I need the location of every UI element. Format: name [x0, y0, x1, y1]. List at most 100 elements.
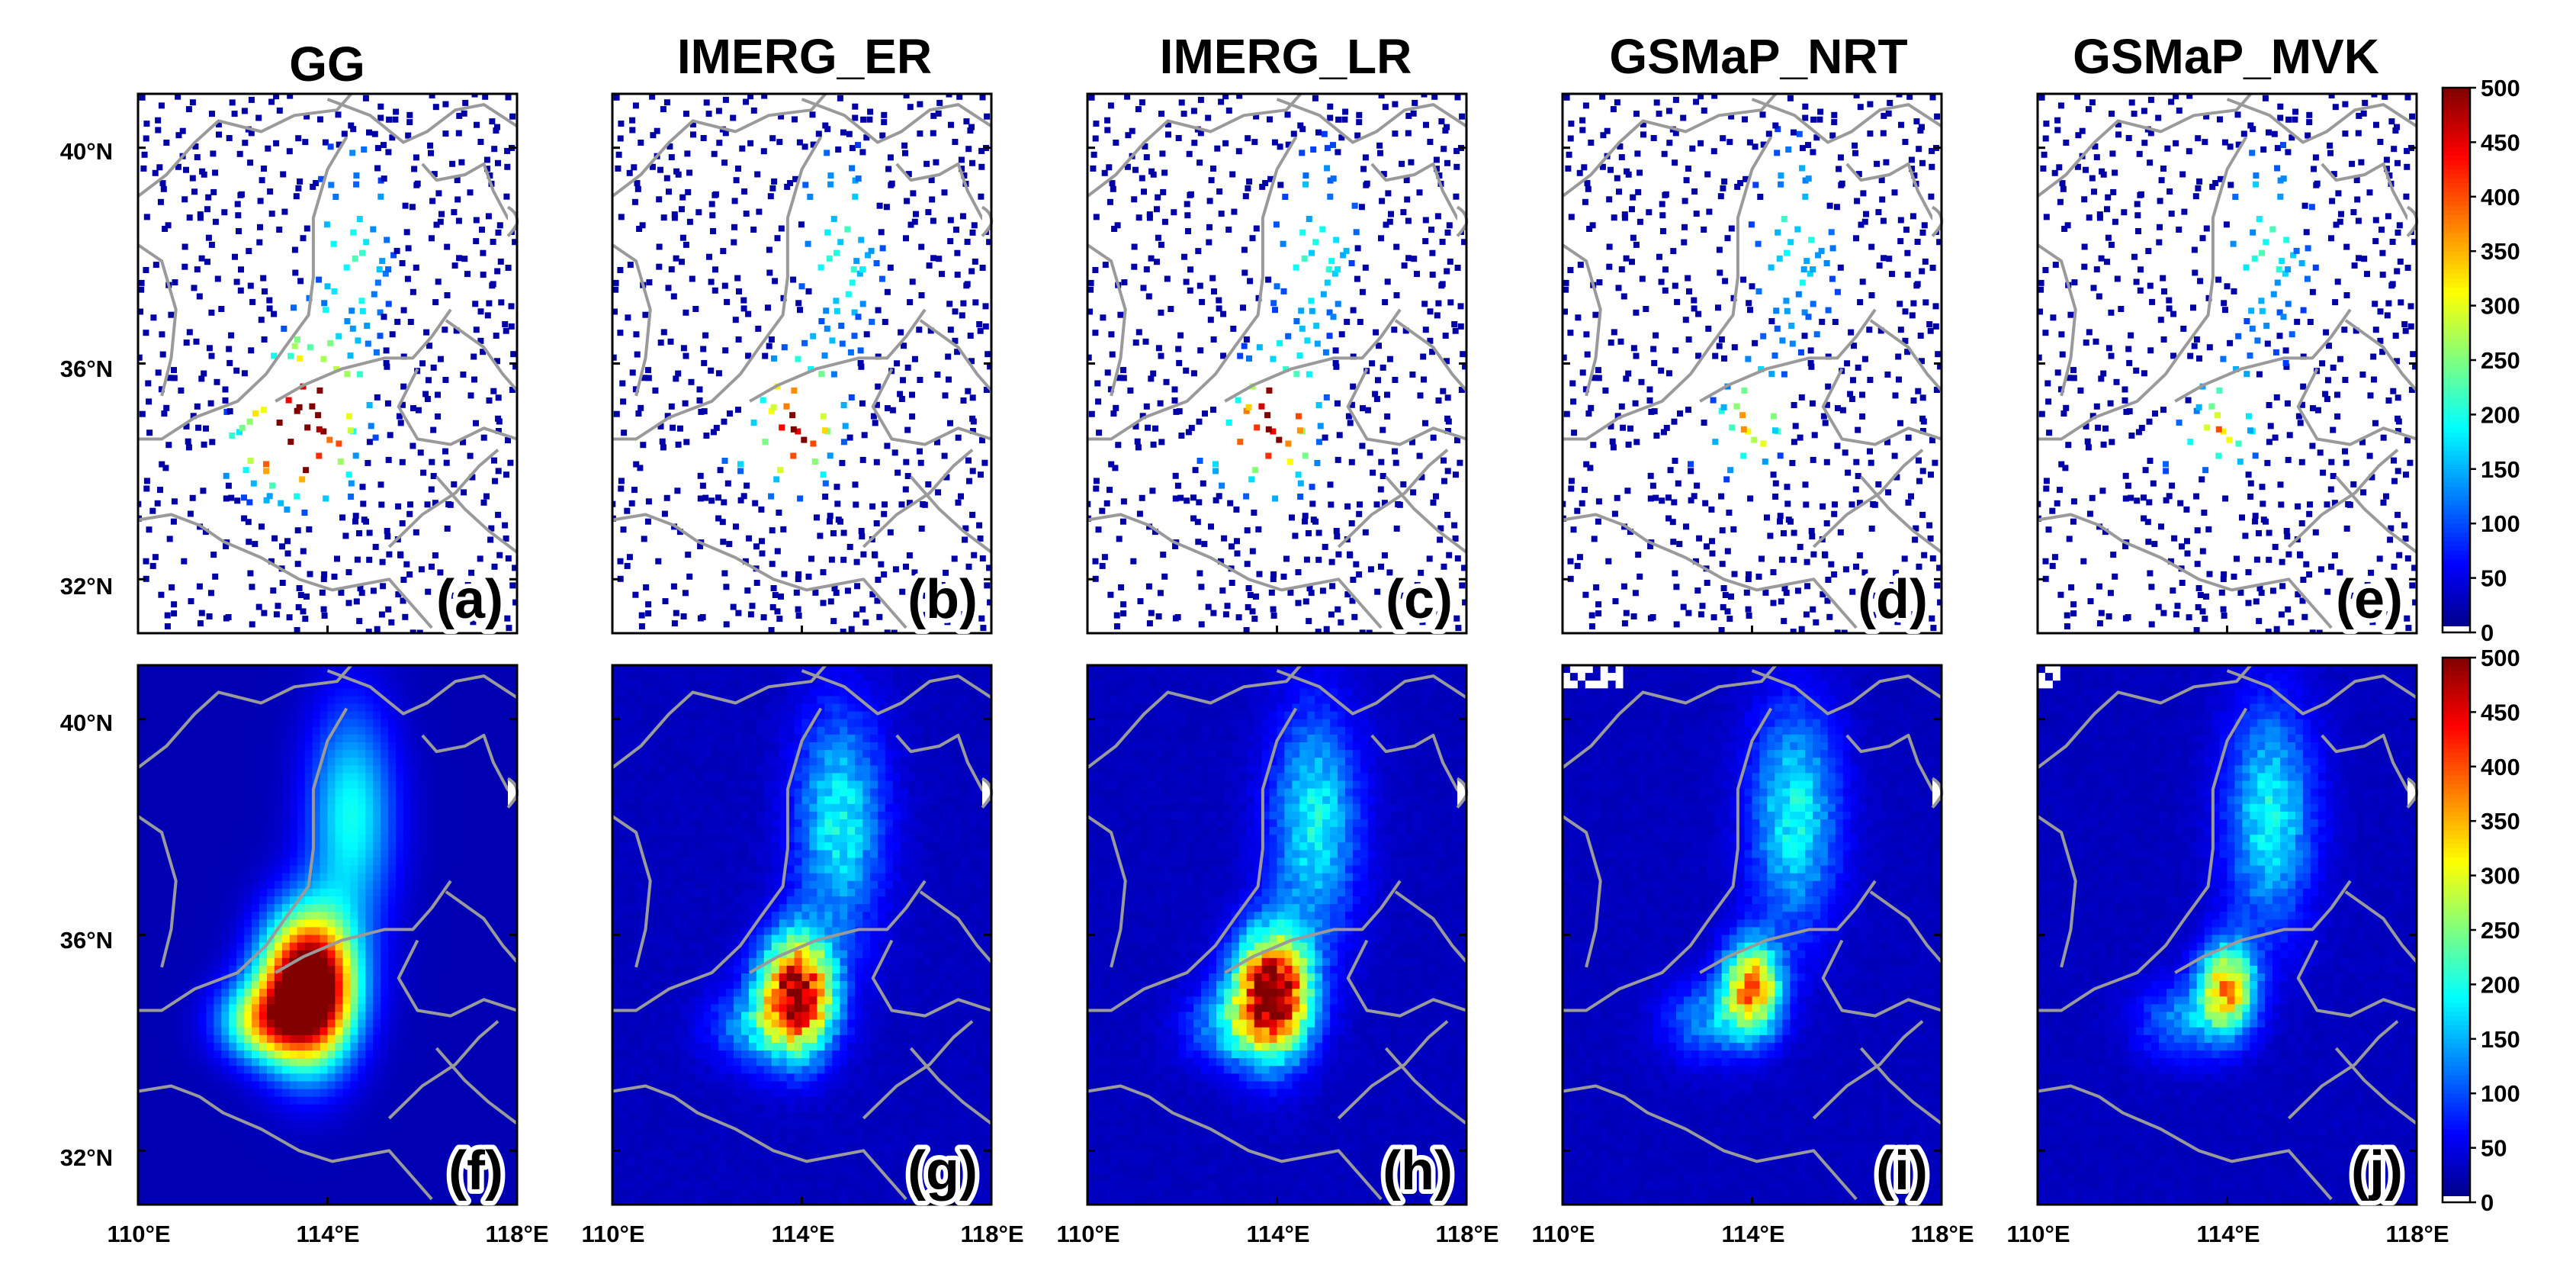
station-point — [955, 434, 962, 441]
grid-cell — [267, 1181, 275, 1190]
grid-cell — [471, 742, 480, 751]
grid-cell — [304, 935, 313, 944]
grid-cell — [320, 1150, 329, 1159]
station-point — [294, 627, 300, 633]
grid-cell — [426, 773, 435, 782]
grid-cell — [433, 857, 442, 867]
grid-cell — [191, 1128, 200, 1136]
station-point — [840, 556, 847, 563]
grid-cell — [418, 1104, 427, 1113]
station-point — [223, 495, 230, 502]
grid-cell — [229, 1034, 237, 1044]
station-point — [629, 127, 636, 134]
grid-cell — [418, 981, 427, 989]
station-point — [226, 359, 233, 366]
province-border — [445, 890, 519, 964]
grid-cell — [396, 811, 404, 820]
grid-cell — [448, 819, 457, 828]
grid-cell — [335, 1181, 343, 1190]
grid-cell — [373, 957, 381, 967]
grid-cell — [304, 688, 313, 697]
station-point — [982, 303, 989, 310]
grid-cell — [433, 950, 442, 959]
grid-cell — [267, 1019, 275, 1028]
grid-cell — [244, 726, 252, 735]
grid-cell — [289, 688, 298, 697]
grid-cell — [327, 996, 336, 1005]
station-point — [954, 272, 961, 278]
grid-cell — [183, 950, 192, 959]
grid-cell — [297, 888, 306, 897]
station-point — [955, 499, 962, 506]
grid-cell — [487, 765, 495, 774]
grid-cell — [410, 680, 419, 689]
station-point — [487, 536, 494, 543]
station-point — [241, 515, 248, 522]
grid-cell — [418, 880, 427, 890]
grid-cell — [267, 981, 275, 989]
station-point — [477, 337, 484, 344]
station-point — [745, 352, 752, 359]
grid-cell — [312, 796, 321, 805]
grid-cell — [381, 1012, 389, 1021]
grid-cell — [456, 811, 464, 820]
station-point — [683, 439, 690, 446]
grid-cell — [335, 1073, 343, 1082]
grid-cell — [267, 758, 275, 766]
province-border — [871, 368, 992, 446]
station-point — [159, 461, 165, 468]
grid-cell — [281, 673, 291, 681]
grid-cell — [464, 1173, 472, 1182]
grid-cell — [448, 1181, 457, 1190]
station-point — [943, 569, 949, 576]
grid-cell — [138, 1166, 146, 1175]
grid-cell — [160, 1112, 169, 1121]
grid-cell — [191, 773, 200, 782]
station-point — [495, 600, 502, 607]
grid-cell — [312, 1058, 321, 1066]
grid-cell — [373, 919, 381, 928]
grid-cell — [373, 665, 381, 674]
grid-cell — [418, 780, 427, 790]
grid-cell — [396, 750, 404, 758]
grid-cell — [502, 927, 510, 936]
grid-cell — [297, 719, 306, 728]
station-point — [432, 500, 438, 507]
grid-cell — [612, 803, 621, 812]
grid-cell — [198, 1019, 207, 1028]
grid-cell — [221, 696, 230, 705]
grid-cell — [289, 1119, 298, 1128]
grid-cell — [160, 780, 169, 790]
grid-cell — [487, 1135, 495, 1144]
grid-cell — [358, 726, 366, 735]
grid-cell — [267, 842, 275, 851]
grid-cell — [214, 835, 222, 843]
grid-cell — [612, 1158, 621, 1167]
grid-cell — [191, 1081, 200, 1090]
grid-cell — [289, 703, 298, 713]
grid-cell — [448, 696, 457, 705]
grid-cell — [426, 1189, 435, 1198]
grid-cell — [289, 880, 298, 890]
grid-cell — [252, 1058, 260, 1066]
grid-cell — [327, 1173, 336, 1182]
grid-cell — [229, 827, 237, 835]
grid-cell — [494, 873, 503, 882]
grid-cell — [365, 811, 374, 820]
station-point — [892, 566, 899, 573]
grid-cell — [509, 965, 517, 974]
station-point — [697, 495, 704, 502]
grid-cell — [327, 842, 336, 851]
grid-cell — [502, 935, 510, 944]
grid-cell — [373, 1119, 381, 1128]
grid-cell — [229, 1135, 237, 1144]
grid-cell — [198, 742, 207, 751]
grid-cell — [175, 873, 185, 882]
grid-cell — [206, 796, 214, 805]
station-point — [700, 346, 707, 352]
grid-cell — [267, 950, 275, 959]
grid-cell — [619, 842, 628, 851]
grid-cell — [403, 1173, 412, 1182]
grid-cell — [509, 734, 517, 743]
grid-cell — [259, 973, 268, 982]
